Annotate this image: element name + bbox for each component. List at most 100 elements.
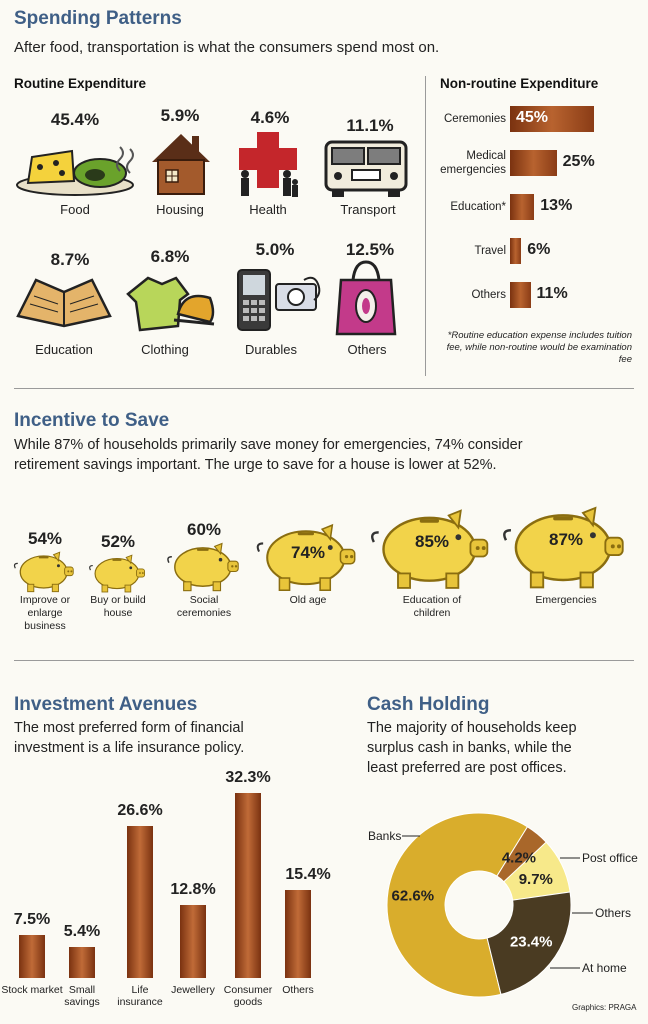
investment-value: 15.4% xyxy=(285,865,331,883)
investment-value: 32.3% xyxy=(225,769,271,786)
nonroutine-bar xyxy=(510,238,522,264)
nonroutine-bar xyxy=(510,282,531,308)
investment-value: 26.6% xyxy=(117,801,163,819)
investment-category: Stock market xyxy=(1,984,63,996)
nonroutine-heading: Non-routine Expenditure xyxy=(440,76,599,91)
donut-category-label: Post office xyxy=(582,851,638,865)
cash-subtitle-1: The majority of households keep xyxy=(367,720,577,736)
donut-value: 62.6% xyxy=(392,888,435,905)
routine-value-clothing: 6.8% xyxy=(150,247,190,266)
investment-category: Life insurance xyxy=(117,984,163,1008)
investment-bar xyxy=(235,793,261,978)
routine-label-education: Education xyxy=(35,342,93,357)
incentive-value: 87% xyxy=(548,529,584,549)
investment-category: Consumer goods xyxy=(223,984,273,1008)
routine-value-durables: 5.0% xyxy=(255,240,295,259)
nonroutine-value: 6% xyxy=(527,241,551,258)
nonroutine-value: 45% xyxy=(516,109,549,126)
piggy-bank-icon xyxy=(13,551,74,592)
routine-value-food: 45.4% xyxy=(50,110,100,129)
nonroutine-label: Others xyxy=(471,289,506,301)
food-icon xyxy=(16,146,134,196)
donut-slice xyxy=(386,812,529,998)
incentive-value: 74% xyxy=(290,542,326,562)
investment-title: Investment Avenues xyxy=(14,694,198,715)
nonroutine-value: 13% xyxy=(540,197,573,214)
routine-label-transport: Transport xyxy=(340,202,396,217)
incentive-label: Emergencies xyxy=(535,594,597,606)
donut-category-label: Banks xyxy=(368,829,401,843)
nonroutine-label: Travel xyxy=(474,245,506,257)
donut-value: 23.4% xyxy=(510,933,553,950)
cash-subtitle-2: surplus cash in banks, while the xyxy=(367,740,572,756)
routine-heading: Routine Expenditure xyxy=(14,76,147,91)
donut-category-label: At home xyxy=(582,961,627,975)
incentive-label: Social ceremonies xyxy=(176,594,232,619)
nonroutine-bar xyxy=(510,194,535,220)
routine-label-others: Others xyxy=(347,342,387,357)
health-cross-icon xyxy=(239,132,298,197)
incentive-subtitle-1: While 87% of households primarily save m… xyxy=(14,437,523,453)
piggy-bank-icon xyxy=(371,509,489,589)
piggy-bank-icon xyxy=(89,554,145,593)
donut-slice xyxy=(486,891,572,995)
routine-label-food: Food xyxy=(60,202,90,217)
incentive-label: Improve or enlarge business xyxy=(19,594,71,632)
routine-label-durables: Durables xyxy=(244,342,298,357)
incentive-value: 85% xyxy=(414,531,450,551)
nonroutine-value: 11% xyxy=(536,285,568,302)
divider-2 xyxy=(14,660,634,661)
incentive-label: Buy or build house xyxy=(90,594,146,619)
house-icon xyxy=(152,134,210,195)
nonroutine-label: Ceremonies xyxy=(444,113,506,125)
investment-category: Others xyxy=(282,984,314,996)
piggy-bank-icon xyxy=(256,523,356,591)
incentive-value: 54% xyxy=(27,528,63,548)
incentive-value: 52% xyxy=(100,531,136,551)
routine-value-transport: 11.1% xyxy=(346,116,394,135)
routine-value-education: 8.7% xyxy=(50,250,90,269)
incentive-label: Education of children xyxy=(402,594,462,619)
nonroutine-label: Education* xyxy=(450,201,506,213)
incentive-label: Old age xyxy=(289,594,327,606)
investment-value: 7.5% xyxy=(13,911,51,929)
incentive-value: 60% xyxy=(186,520,222,540)
investment-bar xyxy=(19,935,45,978)
routine-label-clothing: Clothing xyxy=(141,342,189,357)
incentive-title: Incentive to Save xyxy=(14,410,170,431)
shopping-bag-icon xyxy=(335,260,397,336)
divider-1 xyxy=(14,388,634,389)
graphics-credit: Graphics: PRAGA xyxy=(572,1003,637,1012)
spending-title: Spending Patterns xyxy=(14,8,182,29)
nonroutine-label: Medical emergencies xyxy=(440,150,506,176)
spending-subtitle: After food, transportation is what the c… xyxy=(14,39,440,56)
nonroutine-bar xyxy=(510,106,594,132)
investment-category: Jewellery xyxy=(171,984,215,996)
bus-icon xyxy=(324,140,408,197)
investment-subtitle-2: investment is a life insurance policy. xyxy=(14,740,245,756)
investment-value: 5.4% xyxy=(63,923,101,941)
investment-chart: 7.5% Stock market 5.4% Small savings 26.6% Li… xyxy=(0,760,350,1024)
nonroutine-value: 25% xyxy=(562,153,595,170)
nonroutine-footnote: *Routine education expense includes tuit… xyxy=(446,330,632,365)
cash-title: Cash Holding xyxy=(367,694,490,715)
routine-value-others: 12.5% xyxy=(345,240,395,259)
routine-value-housing: 5.9% xyxy=(160,106,200,125)
investment-value: 12.8% xyxy=(170,880,216,898)
section-divider xyxy=(425,76,426,376)
investment-bar xyxy=(69,947,95,978)
investment-bar xyxy=(180,904,206,978)
investment-subtitle-1: The most preferred form of financial xyxy=(14,720,244,736)
phone-camera-icon xyxy=(237,269,321,331)
piggy-bank-icon xyxy=(503,506,625,589)
piggy-chart: 54% Improve or enlarge business 52% Buy or … xyxy=(0,490,648,640)
donut-category-label: Others xyxy=(595,906,631,920)
piggy-bank-icon xyxy=(166,542,239,592)
book-icon xyxy=(16,278,112,328)
investment-bar xyxy=(285,889,311,978)
donut-value: 9.7% xyxy=(519,871,553,888)
cash-donut-chart: 62.6% 4.2% 9.7% 23.4% Banks Post office Others… xyxy=(368,812,638,998)
nonroutine-bar xyxy=(510,150,557,176)
cash-subtitle-3: least preferred are post offices. xyxy=(367,760,567,776)
investment-bar xyxy=(127,825,153,978)
